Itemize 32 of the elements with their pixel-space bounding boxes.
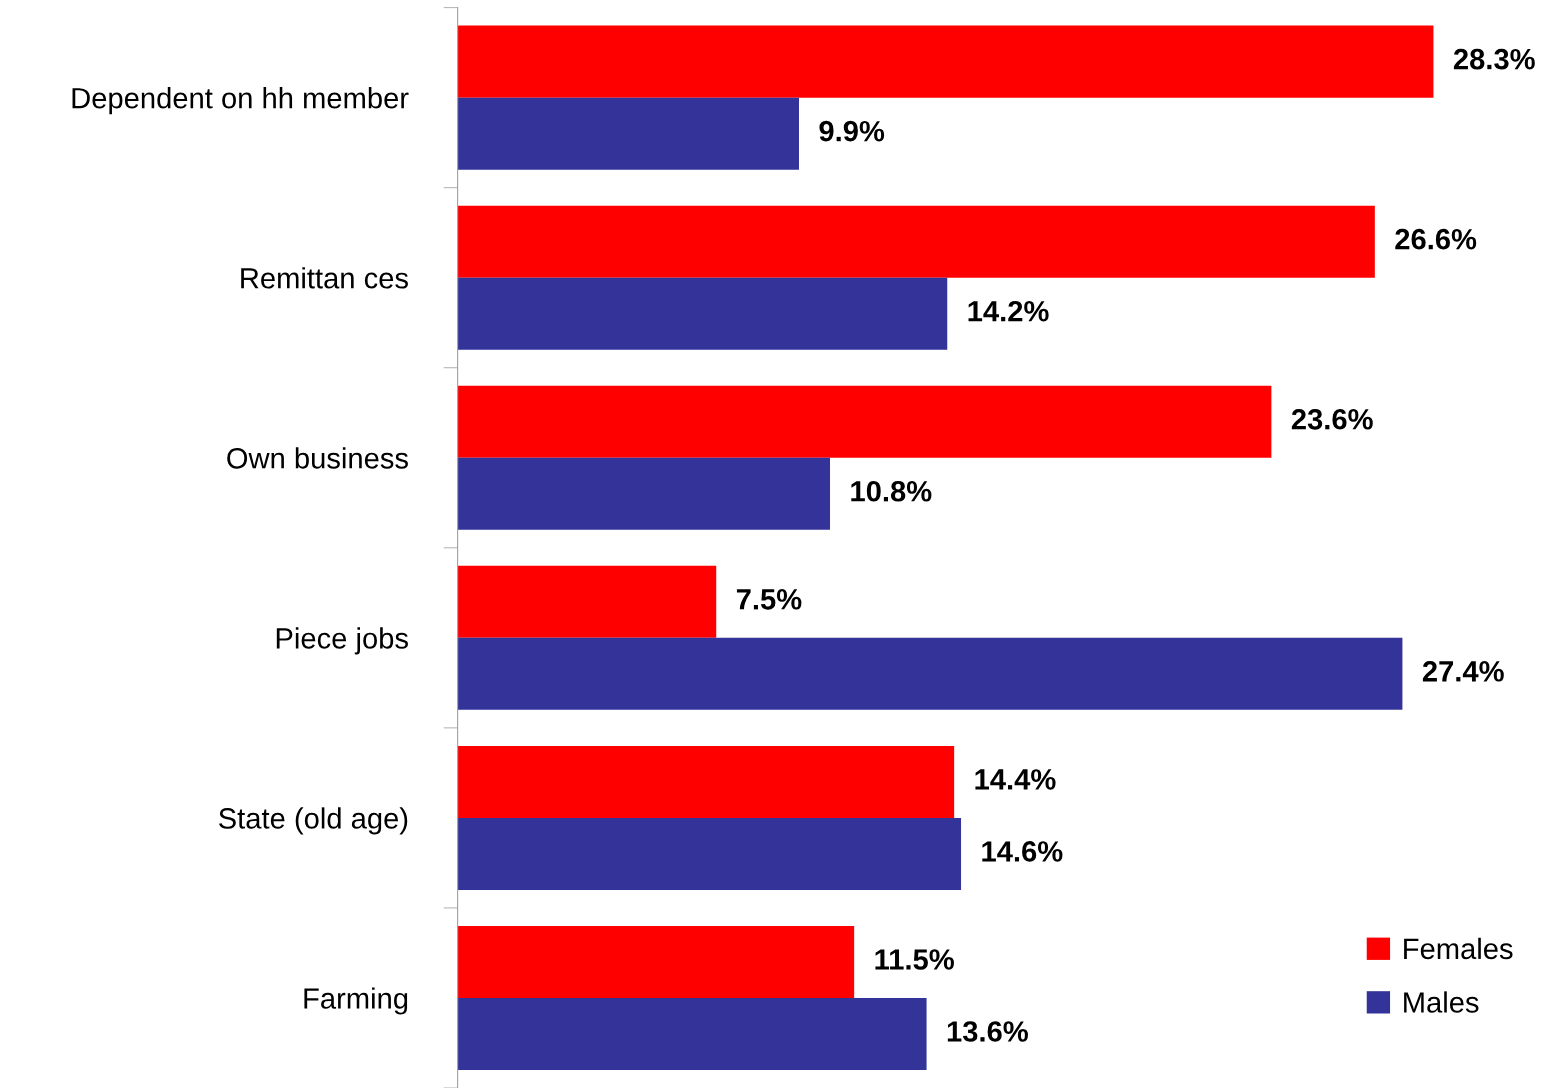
data-label: 26.6% — [1395, 228, 1477, 250]
data-label: 28.3% — [1453, 48, 1535, 70]
bar — [457, 925, 855, 998]
y-tick-label: State (old age) — [219, 807, 408, 835]
data-label: 14.6% — [982, 841, 1063, 862]
data-label: 10.8% — [851, 480, 932, 502]
bar — [457, 745, 955, 818]
bar — [457, 637, 1403, 710]
legend-label: Females — [1404, 937, 1513, 960]
bar — [457, 817, 962, 890]
y-tick-label: Farming — [304, 987, 408, 1015]
bar — [457, 997, 927, 1070]
y-tick-label: Dependent on hh member — [72, 87, 409, 115]
bar — [457, 25, 1434, 98]
bar — [457, 97, 799, 170]
bar — [457, 565, 717, 638]
data-label: 14.4% — [975, 769, 1056, 790]
bar — [457, 277, 948, 350]
bar — [457, 205, 1375, 278]
data-label: 27.4% — [1422, 661, 1504, 682]
data-label: 7.5% — [736, 589, 802, 610]
y-tick-label: Remittan ces — [241, 267, 408, 289]
y-tick-label: Piece jobs — [276, 627, 408, 655]
data-label: 13.6% — [947, 1021, 1028, 1042]
data-label: 14.2% — [968, 300, 1049, 322]
bar — [457, 457, 831, 530]
y-tick-label: Own business — [227, 447, 408, 469]
bar — [457, 385, 1272, 458]
data-label: 11.5% — [875, 949, 954, 970]
legend-label: Males — [1404, 991, 1479, 1013]
data-label: 23.6% — [1291, 408, 1373, 430]
data-label: 9.9% — [819, 120, 885, 142]
